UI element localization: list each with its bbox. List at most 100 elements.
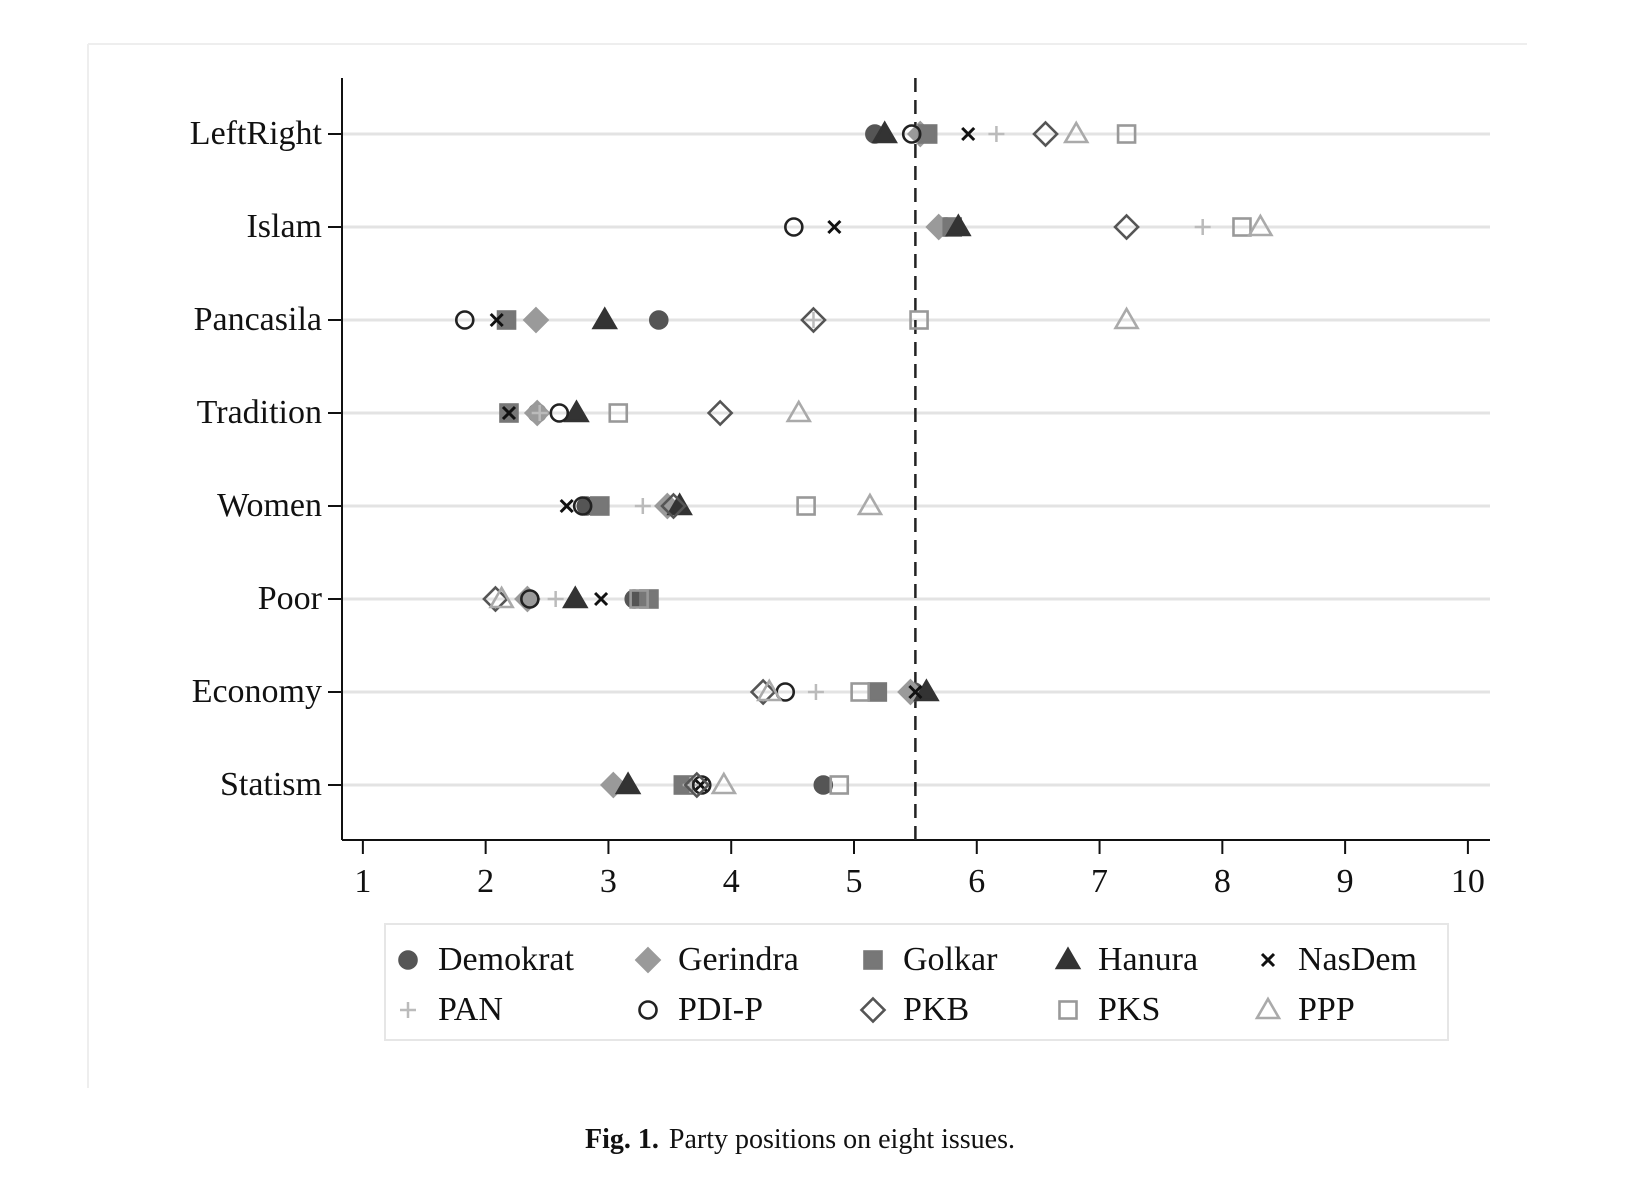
marker: [614, 771, 642, 795]
marker: [501, 405, 517, 421]
marker: [813, 775, 834, 795]
marker: [547, 591, 564, 607]
x-tick-label: 9: [1337, 863, 1354, 900]
marker: [531, 405, 548, 421]
marker: [800, 306, 827, 334]
legend-label: PKS: [1098, 991, 1160, 1028]
x-tick-label: 1: [354, 863, 371, 900]
marker: [807, 684, 824, 700]
marker: [629, 589, 649, 609]
marker: [756, 678, 783, 702]
marker: [1058, 1000, 1078, 1020]
marker: [901, 124, 922, 144]
y-tick-label: Statism: [220, 766, 322, 803]
marker: [563, 399, 590, 423]
x-tick-label: 10: [1451, 863, 1485, 900]
marker: [829, 775, 850, 795]
marker: [863, 950, 883, 970]
marker: [988, 126, 1005, 142]
legend-label: PAN: [438, 991, 503, 1028]
marker: [489, 312, 504, 328]
x-tick-label: 8: [1214, 863, 1231, 900]
marker: [796, 496, 816, 516]
legend-box: [384, 923, 1449, 1041]
marker: [805, 312, 822, 328]
marker: [856, 492, 884, 516]
marker: [400, 1002, 416, 1018]
x-tick-label: 6: [968, 863, 985, 900]
y-tick-label: Women: [217, 487, 322, 524]
marker: [850, 682, 870, 702]
marker: [913, 678, 940, 702]
legend-label: Gerindra: [678, 941, 799, 978]
y-tick-label: LeftRight: [190, 115, 323, 152]
marker: [1254, 996, 1282, 1020]
marker: [945, 213, 972, 237]
marker: [562, 585, 589, 609]
marker: [827, 219, 842, 235]
marker: [398, 950, 418, 970]
legend-label: PDI-P: [678, 991, 763, 1028]
legend-label: Demokrat: [438, 941, 575, 978]
marker: [917, 124, 938, 144]
marker: [706, 399, 734, 427]
legend-label: PKB: [903, 991, 969, 1028]
marker: [522, 306, 550, 334]
marker: [639, 589, 659, 609]
marker: [785, 399, 812, 423]
marker: [454, 310, 475, 330]
marker: [710, 771, 738, 795]
marker: [961, 126, 976, 142]
marker: [660, 492, 687, 520]
caption: Fig. 1. Party positions on eight issues.: [585, 1124, 1015, 1155]
marker: [691, 775, 712, 795]
legend-label: NasDem: [1298, 941, 1417, 978]
legend-label: Golkar: [903, 941, 998, 978]
x-tick-label: 7: [1091, 863, 1108, 900]
marker: [572, 496, 593, 516]
x-tick-label: 4: [723, 863, 740, 900]
legend-label: Hanura: [1098, 941, 1198, 978]
y-tick-label: Economy: [192, 673, 322, 710]
marker: [549, 403, 570, 423]
marker: [1062, 120, 1090, 144]
marker: [482, 585, 509, 613]
marker: [908, 684, 923, 700]
x-tick-label: 5: [845, 863, 862, 900]
caption-text: Party positions on eight issues.: [669, 1124, 1015, 1155]
marker: [520, 589, 540, 609]
marker: [638, 1000, 658, 1020]
marker: [909, 310, 929, 330]
marker: [594, 591, 609, 607]
marker: [1194, 219, 1211, 235]
marker: [590, 496, 610, 516]
marker: [859, 996, 887, 1024]
y-tick-label: Tradition: [197, 394, 322, 431]
marker: [1113, 213, 1140, 241]
marker: [1032, 120, 1059, 148]
y-tick-label: Pancasila: [194, 301, 322, 338]
marker: [683, 771, 711, 799]
marker: [1116, 124, 1137, 144]
marker: [514, 585, 541, 613]
marker: [1260, 952, 1276, 968]
marker: [1247, 213, 1274, 237]
marker: [608, 403, 629, 423]
y-tick-label: Poor: [258, 580, 323, 617]
marker: [559, 498, 574, 514]
x-tick-label: 2: [477, 863, 494, 900]
marker: [488, 585, 515, 609]
marker: [749, 678, 777, 706]
marker: [867, 682, 888, 702]
marker: [784, 217, 804, 237]
marker: [591, 306, 619, 330]
marker: [1113, 306, 1140, 330]
caption-label: Fig. 1.: [585, 1124, 659, 1155]
marker: [1054, 946, 1082, 970]
legend-label: PPP: [1298, 991, 1355, 1028]
marker: [634, 946, 662, 974]
x-tick-label: 3: [600, 863, 617, 900]
marker: [871, 120, 898, 144]
marker: [1232, 217, 1252, 237]
